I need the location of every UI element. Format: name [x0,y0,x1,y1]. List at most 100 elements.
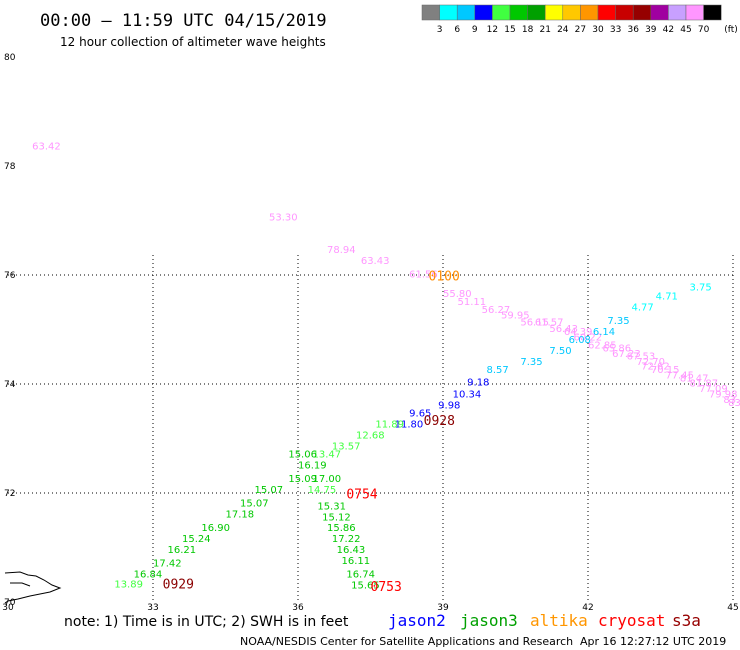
wave-height-label: 15.06 [288,450,317,461]
wave-height-label: 63.42 [32,142,61,153]
wave-height-label: 15.07 [255,485,284,496]
wave-height-label: 64.39 [564,327,593,338]
color-scale-swatch [456,4,476,21]
wave-height-label: 79.98 [709,390,738,401]
color-scale-label: 42 [663,25,674,35]
wave-height-label: 55.80 [443,289,472,300]
wave-height-label: 77.09 [699,384,728,395]
color-scale-label: 30 [592,25,604,35]
color-scale-swatch [703,4,722,21]
wave-height-label: 9.18 [467,378,489,389]
wave-height-label: 62.85 [588,341,617,352]
note-prefix: note: [64,614,100,630]
color-scale-unit: (ft) [724,25,738,35]
color-scale-swatch [597,4,616,21]
wave-height-label: 13.57 [332,441,361,452]
wave-height-label: 70.15 [651,365,680,376]
color-scale-label: 36 [627,25,639,35]
wave-height-label: 11.89 [375,420,404,431]
y-tick-label: 74 [4,380,16,390]
wave-height-label: 15.86 [327,523,356,534]
color-scale-swatch [580,4,599,21]
wave-height-label: 83.46 [723,395,740,406]
wave-height-label: 15.65 [351,580,380,591]
color-scale-swatch [562,4,581,21]
x-tick-label: 36 [292,603,304,613]
chart-subtitle: 12 hour collection of altimeter wave hei… [60,35,326,49]
wave-height-label: 60.22 [574,332,603,343]
wave-height-label: 17.42 [153,559,182,570]
note-text: 1) Time is in UTC; 2) SWH is in feet [104,614,349,630]
wave-height-label: 72.62 [641,361,670,372]
color-scale-label: 70 [698,25,710,35]
color-scale-label: 15 [504,25,515,35]
wave-height-label: 16.90 [201,523,230,534]
color-scale-label: 6 [454,25,460,35]
wave-height-label: 61.57 [535,318,564,329]
wave-height-label: 13.47 [313,450,342,461]
color-scale-swatch [668,4,687,21]
legend-item: altika [530,611,588,630]
chart-title: 00:00 – 11:59 UTC 04/15/2019 [40,11,327,31]
color-scale-swatch [474,4,493,21]
pass-time-label: 0753 [371,580,402,595]
color-scale-label: 18 [522,25,534,35]
wave-height-label: 63.43 [361,256,390,267]
grid-lines [8,255,734,602]
legend-item: jason3 [460,611,518,630]
y-tick-label: 80 [4,53,16,63]
wave-height-label: 67.53 [627,351,656,362]
y-tick-label: 78 [4,162,16,172]
pass-time-label: 0929 [163,577,194,592]
coastline-outline [4,571,62,604]
color-scale-swatch [439,4,458,21]
color-scale-label: 3 [437,25,443,35]
wave-height-label: 15.09 [288,474,317,485]
wave-height-label: 14.75 [308,485,337,496]
x-tick-label: 30 [2,603,14,613]
wave-height-label: 77.45 [665,371,694,382]
color-scale-swatch [615,4,634,21]
wave-height-label: 4.77 [632,302,654,313]
wave-height-label: 16.84 [134,569,163,580]
wave-height-label: 16.11 [342,556,371,567]
wave-height-label: 65.86 [603,343,632,354]
wave-height-label: 10.34 [453,390,482,401]
color-scale-swatch [527,4,546,21]
x-axis-ticks: 30 33 36 39 42 45 [2,603,738,613]
legend-item: jason2 [388,611,446,630]
wave-height-label: 9.65 [409,409,431,420]
wave-height-label: 81.87 [690,379,719,390]
footer-credit: NOAA/NESDIS Center for Satellite Applica… [240,635,573,648]
color-scale-swatch [492,4,511,21]
wave-height-label: 6.14 [593,327,615,338]
color-scale-label: 24 [557,25,569,35]
wave-height-label: 59.95 [501,311,530,322]
wave-height-label: 78.94 [327,245,356,256]
wave-height-label: 61.56 [409,270,438,281]
wave-height-label: 9.98 [438,401,460,412]
wave-height-label: 56.15 [520,318,549,329]
wave-height-label: 56.27 [482,305,511,316]
x-tick-label: 42 [582,603,593,613]
legend-item: s3a [672,611,701,630]
wave-height-label: 13.89 [114,579,143,590]
color-scale-bar: 3 6 9 12 15 18 21 24 27 30 33 36 39 42 45 70 (ft) [421,4,738,35]
color-scale-label: 12 [487,25,498,35]
wave-height-label: 11.80 [395,420,424,431]
wave-height-label: 72.70 [636,357,665,368]
wave-height-label: 53.30 [269,213,298,224]
wave-height-label: 7.35 [607,316,629,327]
wave-height-label: 67.23 [612,349,641,360]
wave-height-label: 12.68 [356,431,385,442]
wave-height-label: 3.75 [690,282,712,293]
color-scale-swatch [685,4,704,21]
wave-height-label: 16.74 [346,569,375,580]
wave-height-label: 4.71 [656,292,678,303]
wave-height-label: 16.19 [298,460,327,471]
color-scale-label: 27 [575,25,586,35]
wave-height-label: 7.50 [549,346,571,357]
x-tick-label: 39 [437,603,449,613]
y-tick-label: 72 [4,489,15,499]
